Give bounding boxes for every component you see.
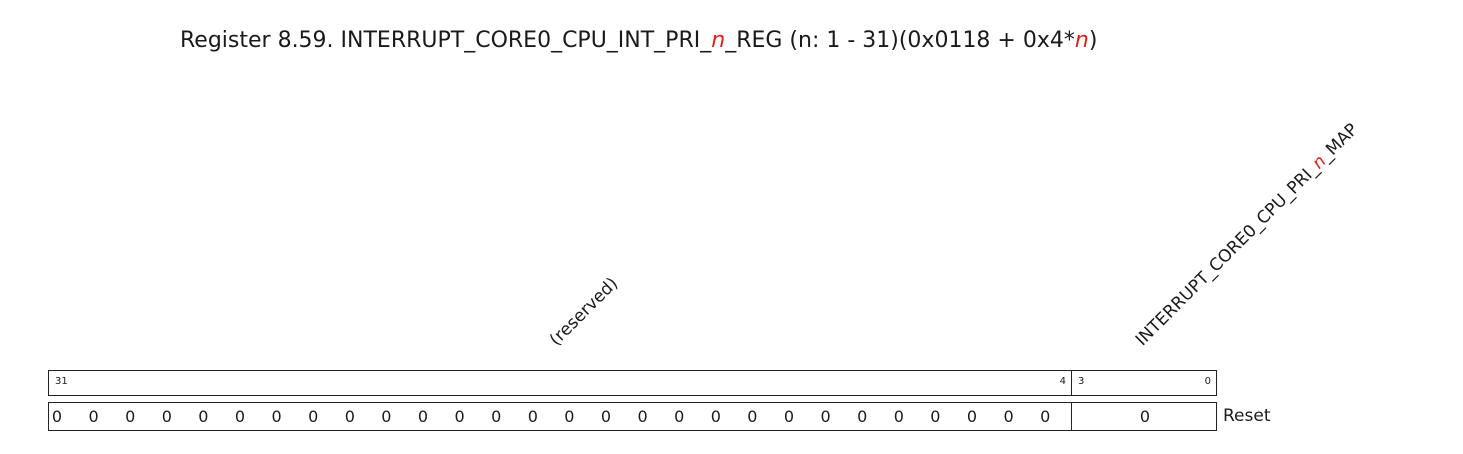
reset-bit-24: 0 [308,407,319,426]
reset-bit-12: 0 [747,407,758,426]
field-label-reserved: (reserved) [545,273,623,350]
field-label-pri-map-prefix: INTERRUPT_CORE0_CPU_PRI_ [1131,159,1323,350]
reset-bit-4: 0 [1040,407,1051,426]
reset-bit-14: 0 [674,407,685,426]
register-title: Register 8.59. INTERRUPT_CORE0_CPU_INT_P… [180,28,1097,53]
reset-label: Reset [1223,406,1271,426]
reset-bit-22: 0 [381,407,392,426]
reset-bit-27: 0 [198,407,209,426]
title-middle: _REG (n: 1 - 31)(0x0118 + 0x4* [725,28,1075,53]
bit-range-reserved: 31 4 [48,370,1072,396]
bit-high-reserved: 31 [55,376,68,387]
field-label-pri-map: INTERRUPT_CORE0_CPU_PRI_n_MAP [1132,120,1362,350]
reset-bit-21: 0 [417,407,429,426]
reset-bit-31: 0 [51,407,63,426]
reset-bit-10: 0 [820,407,831,426]
title-prefix: Register 8.59. INTERRUPT_CORE0_CPU_INT_P… [180,28,712,53]
reset-values-reserved: 0 0 0 0 0 0 0 0 0 0 0 0 0 0 0 0 0 0 0 0 0 0 0 0 0 0 0 0 [48,402,1072,431]
reset-bit-13: 0 [710,407,721,426]
reset-bit-7: 0 [930,407,941,426]
reset-bit-20: 0 [454,407,465,426]
reset-bit-16: 0 [600,407,612,426]
reset-bit-28: 0 [161,407,172,426]
title-variable-n: n [711,28,726,53]
field-label-pri-map-suffix: _MAP [1316,119,1363,166]
reset-bit-5: 0 [1003,407,1014,426]
reset-bit-19: 0 [491,407,502,426]
reset-bit-26: 0 [234,407,246,426]
title-variable-n-offset: n [1074,28,1089,53]
reset-bit-8: 0 [893,407,904,426]
reset-bit-9: 0 [857,407,868,426]
reset-bit-6: 0 [966,407,978,426]
reset-bit-11: 0 [783,407,795,426]
reset-value-pri-map-box: 0 [1071,402,1217,431]
reset-bit-15: 0 [637,407,648,426]
reset-bit-30: 0 [88,407,99,426]
reset-bit-17: 0 [564,407,575,426]
reset-value-pri-map: 0 [1139,407,1151,426]
bit-high-pri-map: 3 [1078,376,1085,387]
reset-bit-23: 0 [344,407,355,426]
bit-low-pri-map: 0 [1204,376,1211,387]
title-suffix: ) [1088,28,1098,53]
reset-bit-25: 0 [271,407,282,426]
reset-bit-29: 0 [125,407,136,426]
bit-low-reserved: 4 [1059,376,1066,387]
reset-bit-18: 0 [527,407,538,426]
bit-range-pri-map: 3 0 [1071,370,1217,396]
